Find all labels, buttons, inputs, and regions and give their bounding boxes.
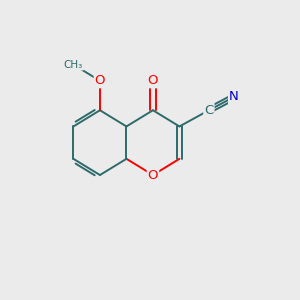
Text: O: O bbox=[148, 74, 158, 87]
Text: O: O bbox=[95, 74, 105, 87]
Text: N: N bbox=[229, 91, 239, 103]
Text: O: O bbox=[148, 169, 158, 182]
Text: CH₃: CH₃ bbox=[64, 60, 83, 70]
Text: C: C bbox=[204, 104, 214, 117]
